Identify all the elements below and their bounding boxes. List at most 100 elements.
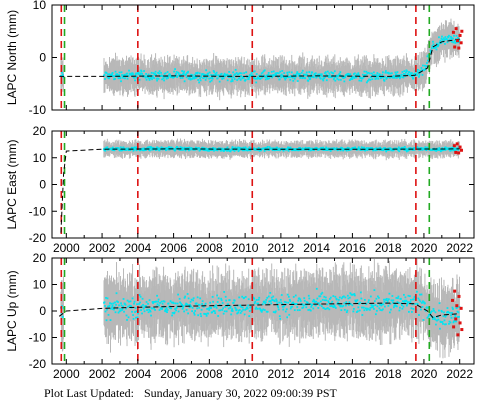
- daily-point: [197, 79, 200, 81]
- daily-point: [386, 299, 389, 302]
- daily-point: [360, 148, 363, 151]
- daily-point: [157, 148, 160, 151]
- daily-point: [155, 77, 158, 80]
- daily-point: [279, 74, 282, 77]
- daily-point: [138, 78, 141, 81]
- daily-point: [170, 75, 172, 78]
- daily-point: [197, 314, 200, 317]
- daily-point: [289, 300, 292, 303]
- daily-point: [372, 304, 375, 307]
- daily-point: [104, 78, 106, 80]
- daily-point: [261, 76, 264, 79]
- daily-point: [246, 307, 249, 310]
- daily-point: [318, 76, 321, 79]
- daily-point: [267, 295, 270, 298]
- daily-point: [240, 72, 243, 75]
- daily-point: [152, 147, 154, 149]
- daily-points: [60, 287, 461, 330]
- daily-point: [164, 75, 166, 78]
- daily-point: [329, 296, 332, 299]
- recent-point: [454, 150, 458, 154]
- daily-point: [323, 77, 326, 79]
- daily-point: [436, 42, 438, 45]
- daily-point: [397, 295, 400, 298]
- daily-point: [181, 303, 184, 306]
- daily-point: [286, 71, 289, 74]
- daily-point: [209, 77, 212, 79]
- daily-point: [110, 307, 112, 310]
- daily-point: [309, 149, 312, 152]
- daily-point: [382, 298, 385, 301]
- daily-point: [279, 298, 282, 301]
- daily-point: [265, 147, 267, 150]
- daily-point: [414, 72, 416, 75]
- daily-point: [139, 301, 141, 304]
- daily-point: [432, 40, 434, 43]
- daily-point: [360, 306, 363, 309]
- daily-point: [298, 73, 301, 75]
- daily-point: [449, 147, 452, 150]
- daily-point: [321, 298, 324, 301]
- daily-point: [411, 75, 414, 78]
- daily-point: [449, 321, 452, 324]
- daily-point: [253, 147, 255, 150]
- daily-point: [202, 305, 205, 308]
- daily-point: [445, 314, 448, 317]
- daily-point: [294, 74, 297, 76]
- daily-point: [175, 73, 177, 75]
- daily-point: [122, 147, 125, 150]
- daily-point: [295, 303, 298, 305]
- daily-point: [158, 149, 161, 152]
- daily-point: [170, 76, 173, 79]
- daily-point: [288, 298, 291, 301]
- daily-point: [198, 304, 201, 306]
- daily-point: [350, 76, 353, 79]
- daily-point: [209, 301, 212, 304]
- daily-point: [211, 77, 214, 80]
- daily-point: [139, 149, 141, 152]
- daily-point: [199, 79, 202, 82]
- daily-point: [378, 307, 381, 310]
- daily-point: [267, 303, 270, 306]
- daily-point: [332, 148, 335, 151]
- daily-point: [166, 76, 168, 78]
- daily-point: [209, 149, 212, 151]
- daily-point: [389, 302, 392, 305]
- daily-point: [176, 76, 178, 79]
- daily-point: [320, 146, 323, 149]
- daily-point: [325, 79, 328, 82]
- x-tick-label: 2006: [160, 241, 187, 255]
- daily-point: [311, 71, 314, 74]
- daily-point: [269, 291, 272, 294]
- daily-point: [218, 309, 221, 312]
- daily-point: [273, 300, 276, 303]
- daily-point: [119, 307, 121, 310]
- daily-point: [149, 310, 152, 313]
- daily-point: [406, 304, 408, 307]
- daily-point: [334, 295, 337, 298]
- daily-point: [158, 309, 161, 311]
- daily-point: [173, 311, 176, 314]
- daily-point: [196, 72, 199, 75]
- daily-point: [227, 307, 230, 310]
- daily-point: [211, 76, 214, 79]
- daily-point: [263, 69, 266, 72]
- daily-point: [135, 149, 138, 152]
- daily-point: [364, 149, 367, 152]
- daily-point: [189, 78, 192, 81]
- daily-point: [170, 301, 173, 304]
- daily-point: [394, 71, 397, 74]
- daily-point: [280, 301, 283, 304]
- daily-point: [339, 149, 342, 152]
- daily-point: [247, 304, 250, 307]
- daily-point: [352, 76, 355, 78]
- daily-point: [397, 146, 400, 149]
- daily-point: [458, 306, 461, 308]
- daily-point: [126, 299, 129, 302]
- daily-point: [373, 289, 376, 291]
- daily-point: [171, 311, 174, 314]
- daily-point: [148, 146, 151, 148]
- daily-point: [183, 296, 186, 299]
- daily-point: [405, 299, 408, 302]
- daily-point: [229, 306, 232, 309]
